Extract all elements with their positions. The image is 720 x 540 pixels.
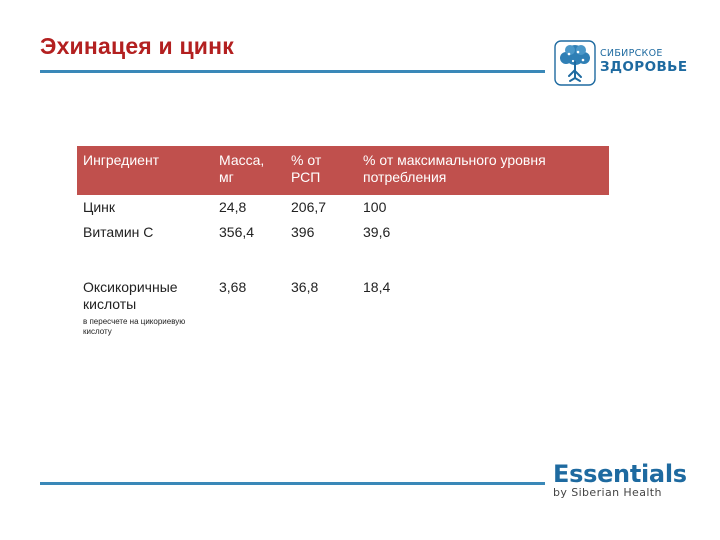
cell-rsp: 396	[291, 224, 315, 240]
table-spacer-row	[77, 245, 609, 275]
logo-line-1: СИБИРСКОЕ	[600, 48, 663, 59]
bottom-divider	[40, 482, 545, 485]
essentials-logo: Essentials by Siberian Health	[553, 460, 687, 502]
top-divider	[40, 70, 545, 73]
ingredients-table: Ингредиент Масса, мг % от РСП % от макси…	[77, 146, 609, 341]
cell-note: в пересчете на цикориевую кислоту	[83, 317, 186, 336]
tree-icon	[554, 40, 596, 86]
table-row: Оксикоричные кислоты в пересчете на цико…	[77, 275, 609, 341]
table-row: Витамин С 356,4 396 39,6	[77, 220, 609, 245]
cell-rsp: 206,7	[291, 199, 327, 215]
header-max-level: % от максимального уровня потребления	[357, 146, 609, 195]
essentials-tagline: by Siberian Health	[553, 486, 662, 499]
cell-max: 39,6	[363, 224, 391, 240]
cell-name: Оксикоричные кислоты	[83, 279, 178, 312]
cell-max: 100	[363, 199, 387, 215]
header-ingredient: Ингредиент	[77, 146, 213, 195]
header-mass: Масса, мг	[213, 146, 285, 195]
table-header-row: Ингредиент Масса, мг % от РСП % от макси…	[77, 146, 609, 195]
cell-mass: 356,4	[219, 224, 255, 240]
cell-mass: 3,68	[219, 279, 247, 295]
slide-title: Эхинацея и цинк	[40, 33, 234, 59]
essentials-wordmark: Essentials	[553, 460, 687, 488]
cell-name: Цинк	[83, 199, 116, 215]
header-rsp: % от РСП	[285, 146, 357, 195]
siberian-health-logo: СИБИРСКОЕ ЗДОРОВЬЕ	[554, 38, 704, 88]
cell-name-with-note: Оксикоричные кислоты в пересчете на цико…	[77, 275, 213, 341]
cell-mass: 24,8	[219, 199, 247, 215]
logo-line-2: ЗДОРОВЬЕ	[600, 59, 688, 75]
table-row: Цинк 24,8 206,7 100	[77, 195, 609, 220]
cell-rsp: 36,8	[291, 279, 319, 295]
cell-name: Витамин С	[83, 224, 154, 240]
cell-max: 18,4	[363, 279, 391, 295]
